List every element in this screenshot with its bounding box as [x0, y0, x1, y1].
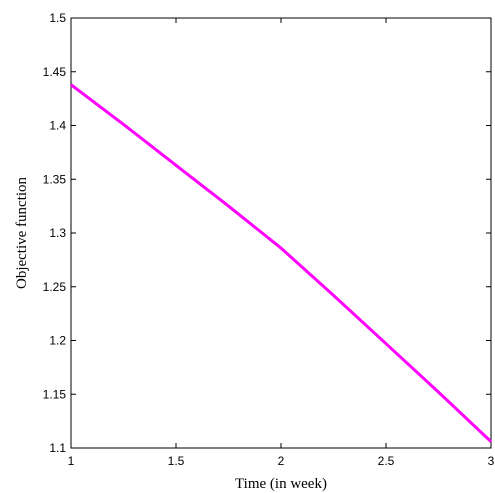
y-tick-label: 1.5 — [49, 11, 66, 25]
x-tick-label: 2.5 — [378, 454, 395, 468]
y-tick-label: 1.1 — [49, 441, 66, 455]
y-tick-label: 1.25 — [43, 280, 67, 294]
x-tick-label: 2 — [278, 454, 285, 468]
y-tick-label: 1.45 — [43, 65, 67, 79]
x-tick-labels: 1 1.5 2 2.5 3 — [68, 454, 495, 468]
axis-ticks — [70, 17, 492, 449]
y-tick-label: 1.2 — [49, 334, 66, 348]
y-tick-label: 1.3 — [49, 226, 66, 240]
y-tick-label: 1.4 — [49, 119, 66, 133]
x-tick-label: 3 — [488, 454, 495, 468]
y-tick-label: 1.15 — [43, 387, 67, 401]
y-tick-label: 1.35 — [43, 172, 67, 186]
x-axis-label: Time (in week) — [235, 476, 327, 492]
x-tick-label: 1 — [68, 454, 75, 468]
y-tick-labels: 1.1 1.15 1.2 1.25 1.3 1.35 1.4 1.45 1.5 — [43, 11, 67, 455]
series-group — [70, 83, 493, 443]
y-axis-label: Objective function — [14, 176, 30, 289]
series-line — [70, 83, 493, 443]
x-tick-label: 1.5 — [168, 454, 185, 468]
